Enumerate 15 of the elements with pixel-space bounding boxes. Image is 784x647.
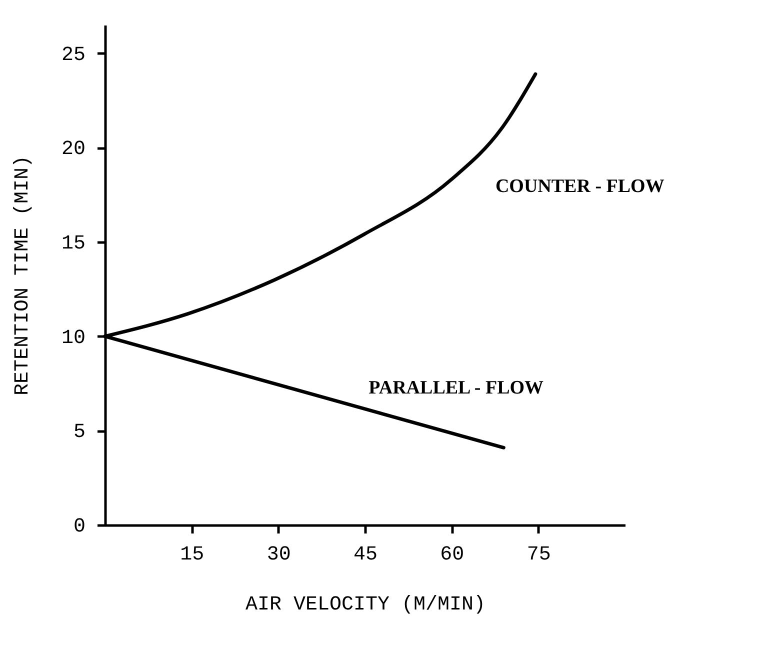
y-tick-label: 10 xyxy=(61,326,86,350)
x-tick-label: 45 xyxy=(353,544,378,566)
y-tick-label: 0 xyxy=(73,516,86,538)
y-tick-label: 5 xyxy=(73,421,86,444)
y-tick-label: 20 xyxy=(61,138,86,162)
y-axis-title: RETENTION TIME (MIN) xyxy=(11,155,34,396)
y-tick-label: 25 xyxy=(61,44,86,67)
x-axis-title: AIR VELOCITY (M/MIN) xyxy=(245,594,486,616)
x-tick-label: 60 xyxy=(440,544,464,566)
x-tick-label: 75 xyxy=(526,544,551,566)
x-tick-label: 30 xyxy=(266,544,291,566)
x-tick-label: 15 xyxy=(180,544,204,566)
series-label: COUNTER - FLOW xyxy=(495,176,664,198)
series-label: PARALLEL - FLOW xyxy=(368,378,544,399)
y-tick-label: 15 xyxy=(61,232,86,256)
